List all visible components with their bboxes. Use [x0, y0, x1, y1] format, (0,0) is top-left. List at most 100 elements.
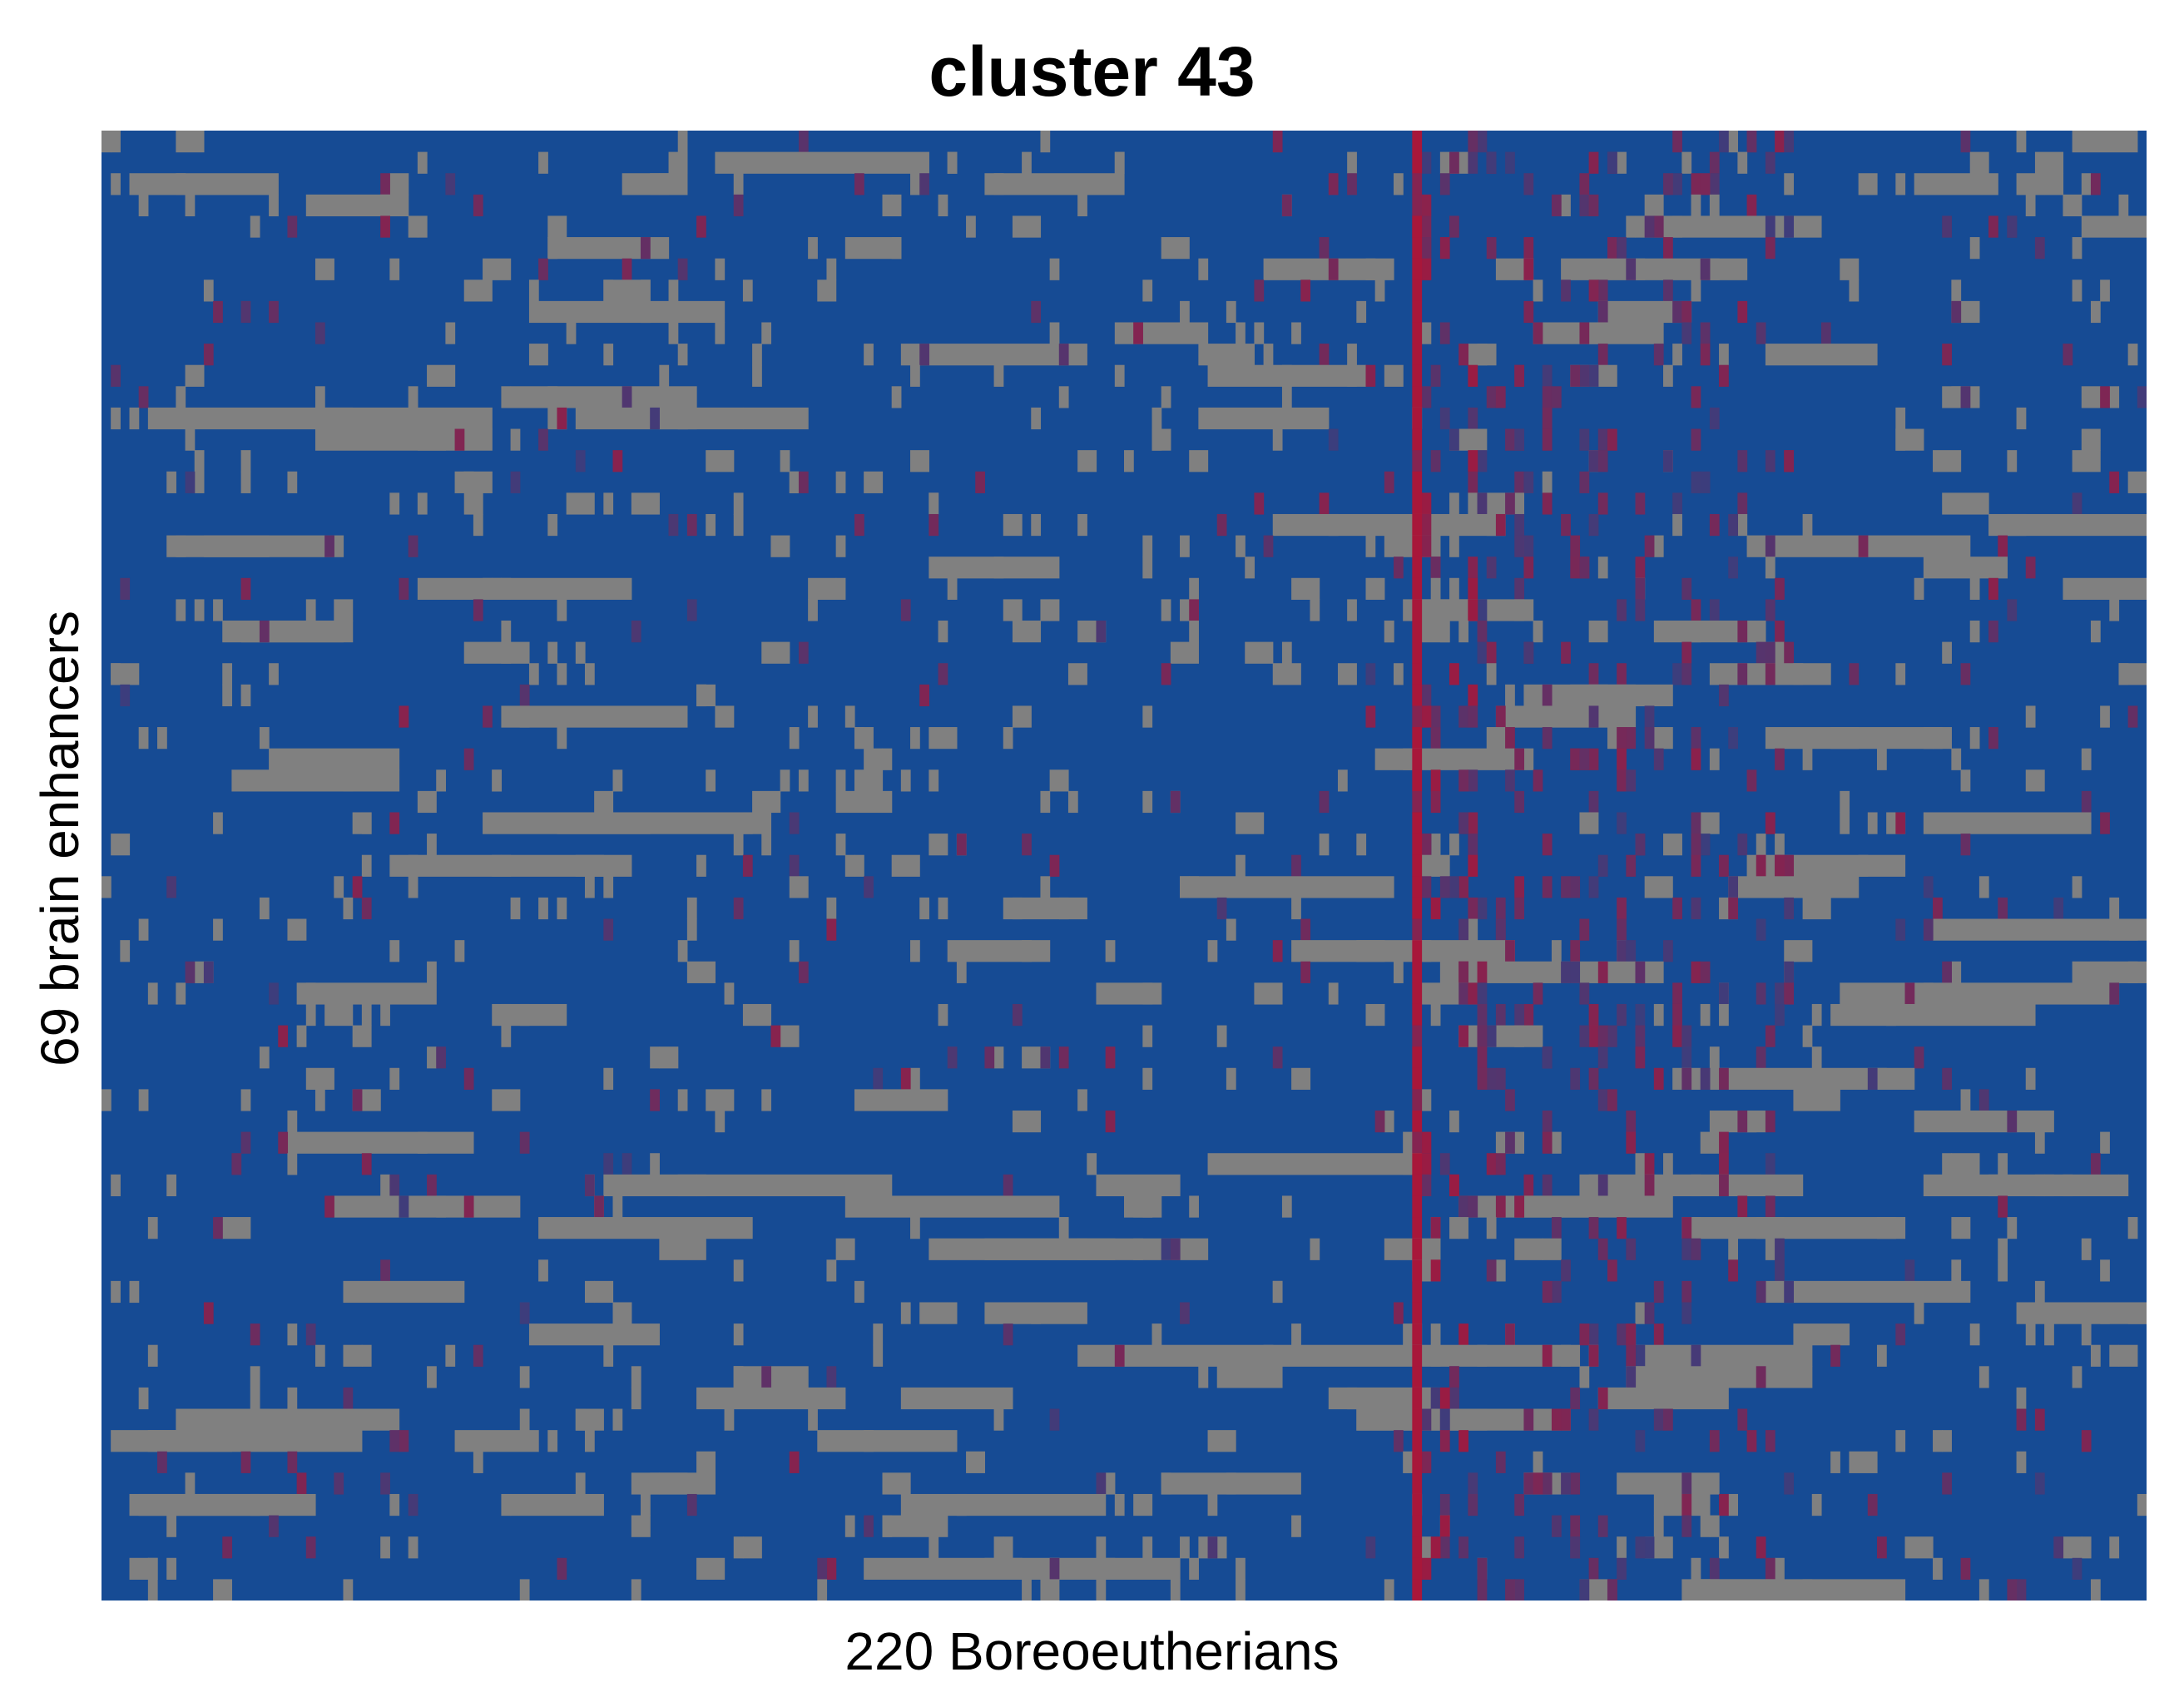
heatmap-cell	[1765, 237, 1775, 260]
heatmap-cell-red-column	[1412, 386, 1423, 408]
heatmap-cell	[1719, 684, 1729, 707]
heatmap-cell-missing	[1765, 344, 1878, 366]
heatmap-cell-missing	[557, 599, 567, 621]
heatmap-cell-missing	[334, 599, 354, 621]
heatmap-cell	[1495, 1067, 1506, 1090]
heatmap-cell-missing	[1180, 535, 1190, 557]
heatmap-cell-missing	[1635, 1302, 1646, 1324]
heatmap-cell	[1617, 940, 1627, 962]
heatmap-cell	[1477, 1557, 1488, 1580]
heatmap-cell-missing	[1291, 577, 1320, 600]
heatmap-cell	[1570, 557, 1581, 579]
heatmap-cell-missing	[1180, 876, 1394, 898]
heatmap-cell-missing	[1886, 1003, 1896, 1027]
heatmap-cell-missing	[938, 621, 948, 643]
heatmap-cell	[1765, 1430, 1775, 1452]
heatmap-cell	[269, 1515, 279, 1537]
heatmap-cell-missing	[1170, 641, 1199, 664]
heatmap-cell	[1942, 344, 1952, 366]
heatmap-cell	[1756, 854, 1766, 877]
heatmap-cell-missing	[900, 1493, 1107, 1516]
heatmap-cell	[240, 1131, 251, 1154]
heatmap-cell-missing	[603, 876, 614, 898]
heatmap-cell	[1096, 1472, 1107, 1495]
heatmap-cell	[1691, 1344, 1701, 1367]
heatmap-cell-missing	[733, 1536, 744, 1559]
heatmap-cell	[1570, 961, 1581, 983]
heatmap-cell	[1700, 834, 1711, 856]
heatmap-cell	[1161, 1238, 1171, 1260]
heatmap-cell-missing	[566, 322, 577, 344]
heatmap-cell-missing	[1114, 1493, 1125, 1516]
heatmap-cell	[1588, 1003, 1599, 1027]
heatmap-cell-missing	[706, 513, 716, 537]
heatmap-cell-missing	[1189, 577, 1199, 600]
heatmap-cell	[1430, 364, 1441, 387]
heatmap-cell	[1681, 1280, 1692, 1304]
heatmap-cell-missing	[1384, 621, 1394, 643]
heatmap-cell-missing	[2109, 1344, 2120, 1367]
heatmap-cell	[1180, 1302, 1190, 1324]
heatmap-cell	[1542, 407, 1553, 430]
heatmap-cell-missing	[2025, 1323, 2036, 1346]
heatmap-cell	[463, 1067, 474, 1090]
heatmap-cell	[854, 173, 864, 195]
heatmap-cell	[603, 1153, 614, 1175]
heatmap-cell-missing	[1236, 854, 1246, 877]
heatmap-cell	[1430, 1387, 1441, 1410]
heatmap-cell	[1505, 1131, 1515, 1154]
chart-title: cluster 43	[929, 32, 1255, 111]
heatmap-cell-red-column	[1412, 513, 1423, 537]
heatmap-cell-missing	[343, 1280, 465, 1304]
heatmap-cell-missing	[1291, 322, 1301, 344]
heatmap-cell-missing	[102, 131, 111, 153]
heatmap-cell-missing	[1458, 428, 1488, 451]
heatmap-cell-missing	[742, 407, 809, 430]
heatmap-cell	[854, 513, 864, 537]
heatmap-cell	[1728, 557, 1738, 579]
heatmap-cell	[1542, 1174, 1553, 1197]
heatmap-cell-missing	[176, 131, 205, 153]
heatmap-cell-missing	[1969, 237, 1980, 260]
heatmap-cell	[1588, 1557, 1599, 1580]
heatmap-cell	[324, 535, 334, 557]
heatmap-cell	[1672, 1025, 1682, 1047]
heatmap-cell-missing	[314, 258, 334, 280]
heatmap-cell-missing	[185, 194, 196, 217]
heatmap-cell-missing	[1226, 1067, 1236, 1090]
heatmap-cell-missing	[1133, 1238, 1143, 1260]
heatmap-cell	[1597, 1387, 1608, 1410]
heatmap-cell	[445, 173, 456, 195]
heatmap-cell	[1775, 577, 1785, 600]
heatmap-cell-missing	[1700, 1003, 1711, 1027]
heatmap-cell-missing	[1691, 280, 1701, 302]
heatmap-cell-missing	[417, 428, 446, 451]
heatmap-cell	[1439, 1408, 1450, 1431]
heatmap-cell-missing	[1226, 300, 1236, 324]
heatmap-cell-missing	[1858, 173, 1878, 195]
heatmap-cell	[1514, 513, 1525, 537]
heatmap-cell	[1719, 1067, 1729, 1090]
heatmap-cell-missing	[1142, 280, 1153, 302]
heatmap-cell	[1775, 748, 1785, 770]
heatmap-cell-missing	[1895, 663, 1906, 685]
heatmap-cell-missing	[194, 450, 205, 472]
heatmap-cell-missing	[528, 344, 548, 366]
heatmap-cell	[1533, 769, 1543, 792]
heatmap-cell-missing	[129, 1280, 140, 1304]
heatmap-cell-missing	[844, 1515, 855, 1537]
heatmap-cell	[1617, 1557, 1627, 1580]
heatmap-cell-missing	[1942, 641, 1952, 664]
heatmap-cell	[2034, 1408, 2045, 1431]
heatmap-cell-missing	[111, 834, 131, 856]
heatmap-cell-missing	[1161, 386, 1171, 408]
heatmap-cell-red-column	[1412, 280, 1423, 302]
heatmap-cell-missing	[463, 280, 493, 302]
heatmap-cell-missing	[538, 1259, 548, 1282]
heatmap-cell	[1542, 1131, 1553, 1154]
heatmap-cell-missing	[1895, 173, 1906, 195]
heatmap-cell	[1477, 450, 1488, 472]
heatmap-cell-missing	[501, 386, 512, 408]
heatmap-cell	[1978, 1089, 1989, 1111]
heatmap-cell-missing	[1012, 621, 1042, 643]
